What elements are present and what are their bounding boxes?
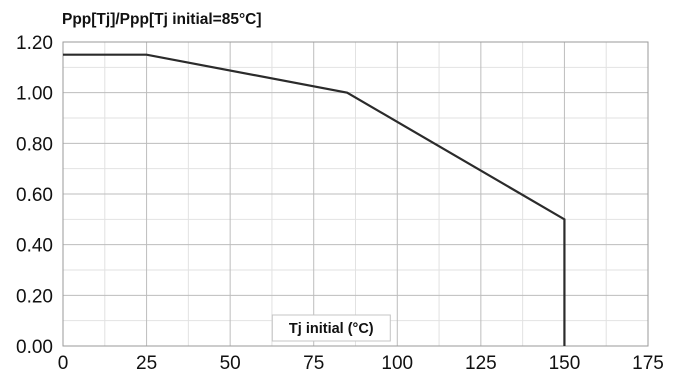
x-tick-label: 175 xyxy=(632,353,664,374)
x-axis-label: Tj initial (°C) xyxy=(289,321,374,337)
y-tick-label: 0.40 xyxy=(16,236,53,257)
y-tick-label: 0.20 xyxy=(16,286,53,307)
x-tick-label: 25 xyxy=(136,353,157,374)
y-tick-label: 0.60 xyxy=(16,185,53,206)
y-tick-label: 0.80 xyxy=(16,134,53,155)
plot-frame xyxy=(62,41,649,347)
x-tick-label: 150 xyxy=(549,353,581,374)
x-tick-label: 50 xyxy=(220,353,241,374)
x-tick-label: 0 xyxy=(58,353,69,374)
x-tick-label: 75 xyxy=(303,353,324,374)
x-axis-ticks: 0 25 50 75 100 125 150 175 xyxy=(58,353,664,374)
chart-title: Ppp[Tj]/Ppp[Tj initial=85°C] xyxy=(62,11,262,28)
x-tick-label: 125 xyxy=(465,353,497,374)
y-tick-label: 0.00 xyxy=(16,337,53,358)
x-tick-label: 100 xyxy=(381,353,413,374)
series-layer xyxy=(63,53,566,346)
x-axis-label-box xyxy=(271,314,391,342)
y-tick-label: 1.20 xyxy=(16,33,53,54)
series-line xyxy=(63,53,566,346)
y-axis-ticks: 0.00 0.20 0.40 0.60 0.80 1.00 1.20 xyxy=(16,33,53,358)
y-tick-label: 1.00 xyxy=(16,84,53,105)
